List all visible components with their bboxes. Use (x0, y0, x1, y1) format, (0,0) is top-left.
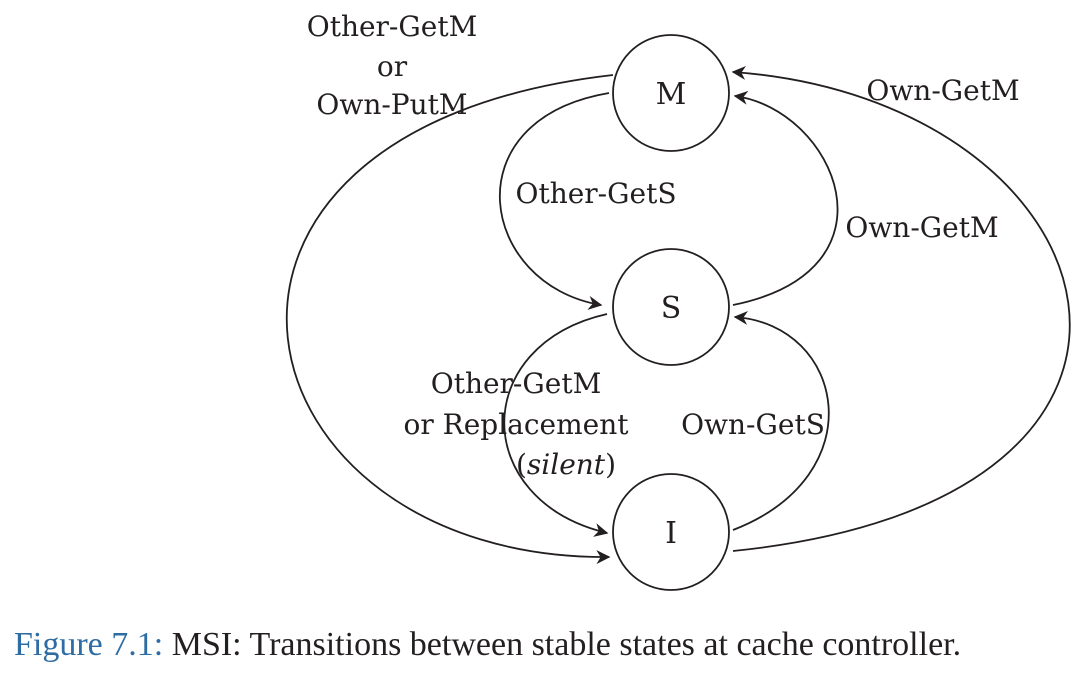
edge-i-to-m (731, 65, 1071, 552)
state-s-label: S (661, 291, 682, 326)
edge-label-line: Other-GetM (431, 367, 602, 400)
edge-s-to-m (732, 90, 839, 306)
state-m-label: M (656, 77, 687, 112)
state-s-circle (612, 248, 730, 366)
state-i-circle (612, 473, 730, 591)
edge-label-note: (silent) (516, 448, 616, 481)
edge-i-to-s (732, 310, 830, 531)
edge-label-s-to-i: Other-GetM or Replacement (silent) (403, 367, 629, 481)
state-i: I (612, 473, 730, 591)
edge-label-line: Own-PutM (316, 88, 467, 121)
edge-label-line: or (377, 50, 408, 83)
edge-label-m-to-i: Other-GetM or Own-PutM (307, 10, 478, 121)
state-s: S (612, 248, 730, 366)
edge-s-to-i (503, 313, 609, 537)
edge-m-to-s (499, 92, 610, 310)
edge-m-to-i (286, 74, 614, 565)
state-m: M (612, 34, 730, 152)
figure-caption-text: MSI: Transitions between stable states a… (171, 626, 962, 663)
edge-label-i-to-s: Own-GetS (681, 408, 825, 441)
edge-label-line: or Replacement (403, 408, 629, 441)
edge-label-note-italic: silent (527, 448, 606, 481)
edge-label-s-to-m: Own-GetM (845, 211, 998, 244)
figure-caption: Figure 7.1: MSI: Transitions between sta… (14, 626, 961, 664)
state-m-circle (612, 34, 730, 152)
figure-number: Figure 7.1: (14, 626, 164, 663)
state-i-label: I (665, 516, 677, 551)
edge-label-m-to-s: Other-GetS (515, 177, 676, 210)
edge-label-i-to-m: Own-GetM (866, 74, 1019, 107)
edge-label-line: Other-GetM (307, 10, 478, 43)
